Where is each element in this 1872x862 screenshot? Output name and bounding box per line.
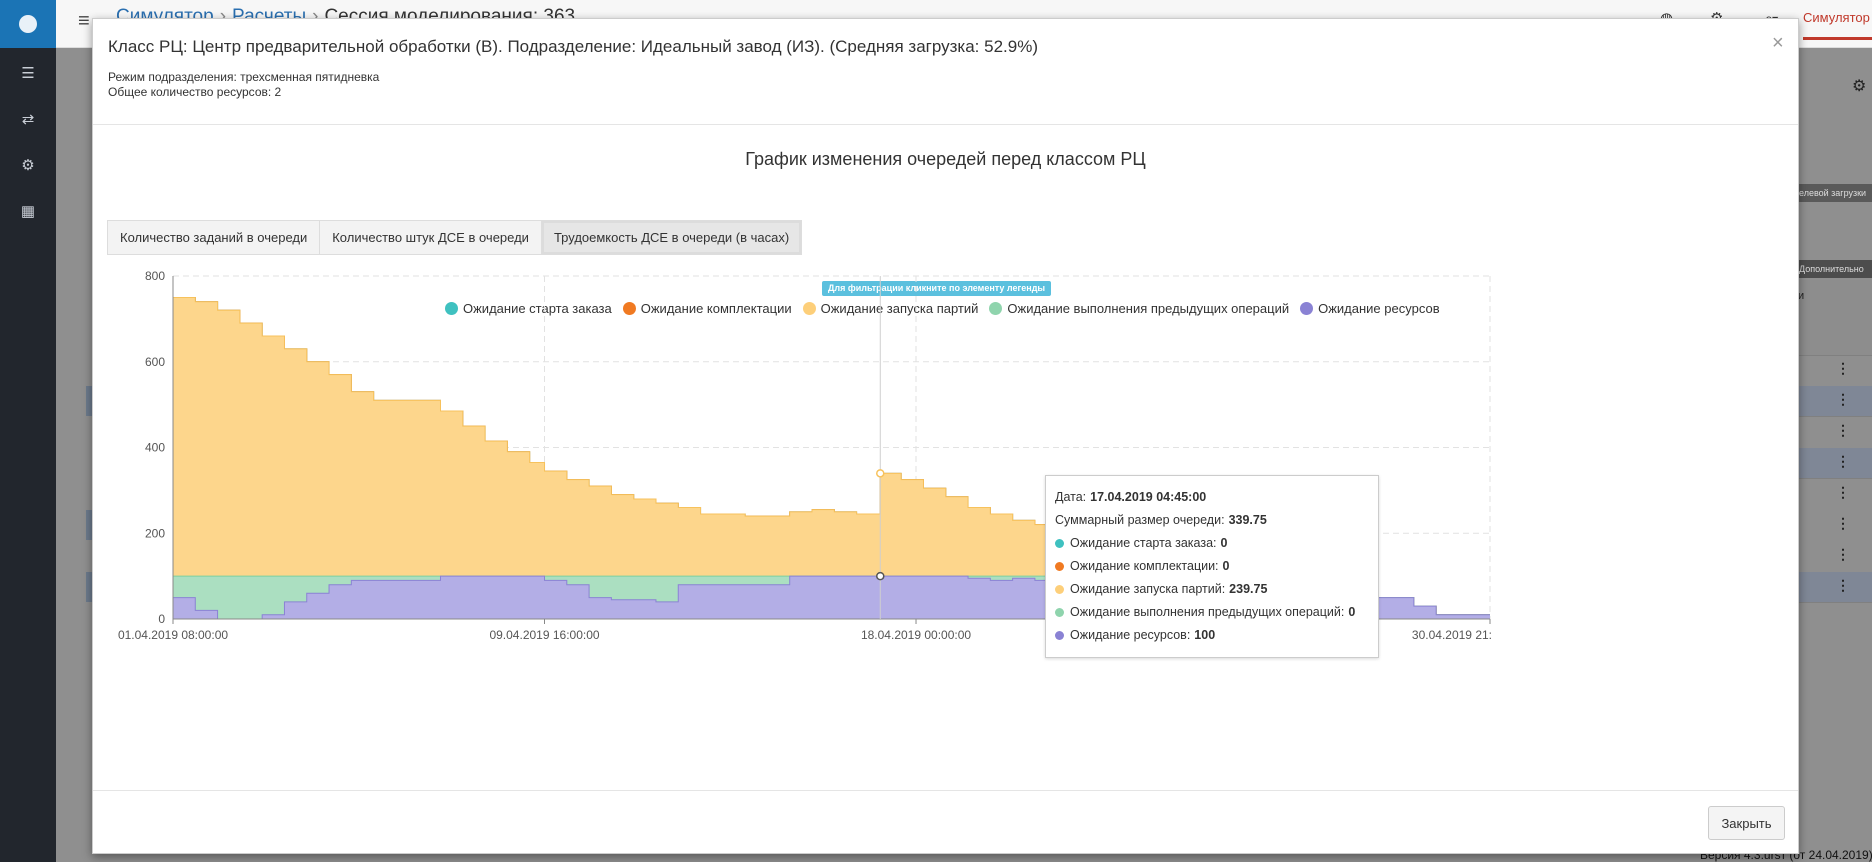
legend-marker (989, 302, 1003, 315)
queue-area-chart[interactable]: 0 200 400 600 800 01.04.2019 08:00:00 09.04.20… (93, 19, 1800, 790)
chart-title: График изменения очередей перед классом … (745, 149, 1146, 169)
area-prev-ops (173, 576, 1490, 619)
cogs-icon[interactable]: ⚙ (21, 157, 35, 174)
hamburger-icon[interactable]: ≡ (78, 10, 90, 32)
close-icon[interactable]: × (1772, 32, 1784, 54)
tooltip-row-value: 0 (1348, 605, 1356, 619)
y-tick-label: 800 (145, 269, 165, 283)
legend-marker (445, 302, 458, 315)
tooltip-row-label: Ожидание запуска партий: (1070, 582, 1226, 596)
globe-icon (19, 15, 37, 33)
legend-label: Ожидание запуска партий (820, 301, 979, 316)
tooltip-marker (1055, 608, 1064, 617)
tooltip-marker (1055, 562, 1064, 571)
app-logo[interactable] (0, 0, 56, 48)
division-mode: Режим подразделения: трехсменная пятидне… (108, 70, 380, 84)
tooltip-row-value: 100 (1194, 628, 1216, 642)
column-header: и (1798, 290, 1805, 302)
row-menu-icon[interactable]: ⋮ (1836, 453, 1850, 469)
legend-hint-badge: Для фильтрации кликните по элементу леге… (822, 281, 1052, 296)
y-tick-label: 200 (145, 526, 165, 540)
resources-count: Общее количество ресурсов: 2 (108, 85, 282, 99)
legend-label: Ожидание старта заказа (463, 301, 612, 316)
hover-point (876, 571, 885, 581)
hover-point (876, 469, 885, 478)
legend-item-order-start[interactable]: Ожидание старта заказа (445, 301, 612, 316)
y-tick-label: 400 (145, 441, 165, 455)
row-menu-icon[interactable]: ⋮ (1836, 515, 1850, 531)
breadcrumb-separator: › (312, 6, 319, 27)
gear-icon[interactable]: ⚙ (1852, 78, 1867, 95)
column-header: Дополнительно (1795, 260, 1872, 278)
row-marker (86, 572, 92, 602)
tooltip-row-label: Ожидание ресурсов: (1070, 628, 1191, 642)
row-marker (86, 386, 92, 416)
legend-item-prev-ops[interactable]: Ожидание выполнения предыдущих операций (989, 301, 1289, 316)
row-menu-icon[interactable]: ⋮ (1836, 484, 1850, 500)
row-menu-icon[interactable]: ⋮ (1836, 422, 1850, 438)
legend-label: Ожидание выполнения предыдущих операций (1007, 301, 1290, 316)
row-marker (86, 510, 92, 540)
tooltip-row-label: Ожидание выполнения предыдущих операций: (1070, 605, 1345, 619)
tooltip-marker (1055, 585, 1064, 594)
x-tick-label: 30.04.2019 21: (1412, 628, 1492, 642)
tooltip-row-value: 0 (1220, 536, 1228, 550)
table-row (1795, 448, 1872, 479)
row-menu-icon[interactable]: ⋮ (1836, 546, 1850, 562)
chart-tooltip: Дата: 17.04.2019 04:45:00 Суммарный разме… (1045, 475, 1379, 658)
legend-item-batch-launch[interactable]: Ожидание запуска партий (802, 301, 979, 316)
modal-title: Класс РЦ: Центр предварительной обработк… (108, 37, 1038, 56)
chart-tabs: Количество заданий в очереди Количество … (107, 220, 803, 255)
legend-marker (802, 302, 816, 315)
legend-marker (622, 302, 636, 315)
tab-parts-count[interactable]: Количество штук ДСЕ в очереди (320, 221, 542, 254)
tooltip-date-value: 17.04.2019 04:45:00 (1090, 490, 1207, 504)
row-menu-icon[interactable]: ⋮ (1836, 360, 1850, 376)
column-header: елевой загрузки (1795, 184, 1872, 202)
table-row (1795, 572, 1872, 603)
list-icon[interactable]: ☰ (21, 65, 35, 82)
tooltip-row-value: 0 (1222, 559, 1230, 573)
row-menu-icon[interactable]: ⋮ (1836, 577, 1850, 593)
legend-item-kitting[interactable]: Ожидание комплектации (622, 301, 792, 316)
tooltip-total-value: 339.75 (1228, 513, 1267, 527)
table-header: и (1795, 280, 1872, 356)
table-row (1795, 386, 1872, 417)
calculator-icon[interactable]: ▦ (20, 203, 36, 220)
tab-jobs-count[interactable]: Количество заданий в очереди (108, 221, 321, 254)
modal-header: Класс РЦ: Центр предварительной обработк… (93, 19, 1798, 125)
tooltip-row-label: Ожидание комплектации: (1070, 559, 1219, 573)
tab-labor-hours[interactable]: Трудоемкость ДСЕ в очереди (в часах) (541, 221, 802, 254)
tooltip-marker (1055, 539, 1064, 548)
y-tick-label: 0 (158, 612, 165, 626)
modal-footer: Закрыть (93, 790, 1798, 854)
breadcrumb-separator: › (219, 6, 227, 27)
x-tick-label: 18.04.2019 00:00:00 (861, 628, 971, 642)
tooltip-date-label: Дата: (1055, 490, 1087, 504)
tooltip-row-label: Ожидание старта заказа: (1070, 536, 1217, 550)
legend-marker (1300, 302, 1314, 315)
tooltip-row-value: 239.75 (1229, 582, 1268, 596)
legend-label: Ожидание комплектации (640, 301, 792, 316)
close-button[interactable]: Закрыть (1708, 806, 1785, 840)
legend-label: Ожидание ресурсов (1318, 301, 1440, 316)
x-tick-label: 01.04.2019 08:00:00 (118, 628, 228, 642)
tooltip-total-label: Суммарный размер очереди: (1055, 513, 1225, 527)
x-tick-label: 09.04.2019 16:00:00 (489, 628, 599, 642)
app-sidebar: ☰ ⇄ ⚙ ▦ (0, 0, 56, 862)
exchange-icon[interactable]: ⇄ (21, 111, 35, 128)
y-tick-label: 600 (145, 355, 165, 369)
queue-chart-modal: Класс РЦ: Центр предварительной обработк… (92, 18, 1799, 854)
chart-legend: Ожидание старта заказа Ожидание комплект… (445, 301, 1451, 316)
tooltip-marker (1055, 631, 1064, 640)
row-menu-icon[interactable]: ⋮ (1836, 391, 1850, 407)
simulator-tab[interactable]: Симулятор (1803, 10, 1872, 40)
legend-item-resources[interactable]: Ожидание ресурсов (1300, 301, 1440, 316)
